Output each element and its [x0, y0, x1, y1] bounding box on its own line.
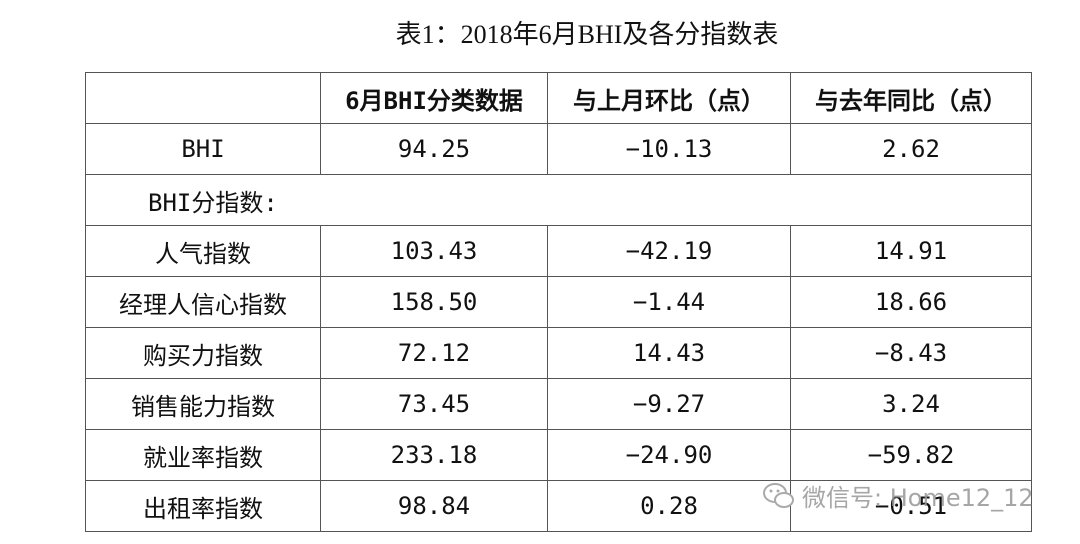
- table-cell: 经理人信心指数: [85, 276, 321, 328]
- table-cell: −10.13: [547, 123, 791, 175]
- table-cell: 14.43: [547, 327, 791, 379]
- column-header: 与上月环比（点）: [547, 72, 791, 124]
- table-cell: 103.43: [320, 225, 548, 277]
- table-cell: −0.51: [790, 480, 1032, 532]
- table-cell: 购买力指数: [85, 327, 321, 379]
- table-cell: 就业率指数: [85, 429, 321, 481]
- header-row: 6月BHI分类数据 与上月环比（点） 与去年同比（点）: [85, 72, 1032, 124]
- table-cell: 18.66: [790, 276, 1032, 328]
- table-cell: −8.43: [790, 327, 1032, 379]
- table-row: 销售能力指数 73.45 −9.27 3.24: [85, 378, 1032, 430]
- table-cell: 2.62: [790, 123, 1032, 175]
- table-row: 出租率指数 98.84 0.28 −0.51: [85, 480, 1032, 532]
- table-cell: 94.25: [320, 123, 548, 175]
- wechat-icon: [763, 482, 794, 508]
- table-cell: 233.18: [320, 429, 548, 481]
- table-cell: 158.50: [320, 276, 548, 328]
- table-cell: 73.45: [320, 378, 548, 430]
- table-row: 经理人信心指数 158.50 −1.44 18.66: [85, 276, 1032, 328]
- column-header: 与去年同比（点）: [790, 72, 1032, 124]
- table-cell: 0.28: [547, 480, 791, 532]
- data-table: 6月BHI分类数据 与上月环比（点） 与去年同比（点） BHI 94.25 −10.13…: [85, 72, 1032, 532]
- table-row: 购买力指数 72.12 14.43 −8.43: [85, 327, 1032, 379]
- table-body: BHI 94.25 −10.13 2.62 BHI分指数: 人气指数 103.43 −42.1…: [85, 123, 1032, 532]
- table-cell: 3.24: [790, 378, 1032, 430]
- table-row: BHI分指数:: [85, 174, 1032, 226]
- table-cell: 14.91: [790, 225, 1032, 277]
- table-cell: −59.82: [790, 429, 1032, 481]
- table-row: 人气指数 103.43 −42.19 14.91: [85, 225, 1032, 277]
- table-cell: 72.12: [320, 327, 548, 379]
- title: 表1：2018年6月BHI及各分指数表: [395, 20, 779, 49]
- table-cell: −1.44: [547, 276, 791, 328]
- column-header: [85, 72, 321, 124]
- watermark-text: 微信号: Home12_12: [802, 484, 1034, 512]
- table-cell: 出租率指数: [85, 480, 321, 532]
- column-header: 6月BHI分类数据: [320, 72, 548, 124]
- table-cell: 98.84: [320, 480, 548, 532]
- table-cell: BHI分指数:: [85, 174, 1032, 226]
- table-cell: BHI: [85, 123, 321, 175]
- table-row: BHI 94.25 −10.13 2.62: [85, 123, 1032, 175]
- table-cell: 人气指数: [85, 225, 321, 277]
- table-cell: −24.90: [547, 429, 791, 481]
- table-cell: 销售能力指数: [85, 378, 321, 430]
- table-row: 就业率指数 233.18 −24.90 −59.82: [85, 429, 1032, 481]
- table-cell: −9.27: [547, 378, 791, 430]
- table-cell: −42.19: [547, 225, 791, 277]
- watermark: 微信号: Home12_12: [762, 478, 1034, 513]
